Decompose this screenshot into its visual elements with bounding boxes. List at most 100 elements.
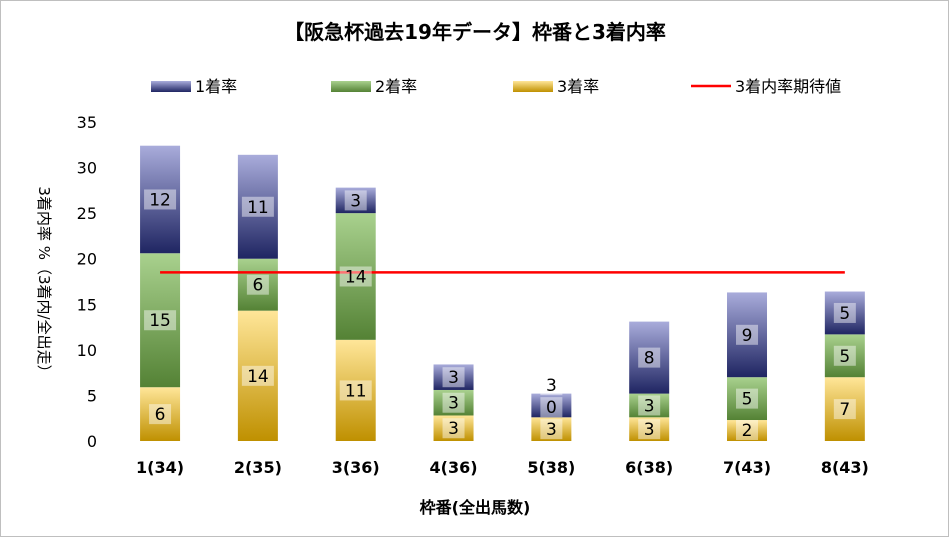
x-axis-label: 枠番(全出馬数) bbox=[420, 498, 531, 517]
data-label-box bbox=[638, 419, 661, 440]
bar-segment bbox=[335, 213, 376, 340]
legend-label: 2着率 bbox=[375, 77, 417, 96]
bar-segment bbox=[727, 420, 768, 441]
x-axis: 1(34) 2(35) 3(36) 4(36) 5(38) 6(38) 7(43) 8(43) bbox=[136, 458, 869, 477]
data-label-box bbox=[736, 420, 759, 440]
data-label: 14 bbox=[345, 267, 367, 287]
y-tick-label: 35 bbox=[77, 113, 97, 132]
data-label-box bbox=[833, 345, 856, 366]
data-label-box bbox=[241, 365, 274, 386]
y-tick-label: 25 bbox=[77, 204, 97, 223]
bar-segment bbox=[140, 387, 181, 441]
data-label: 3 bbox=[448, 419, 459, 439]
data-label-box bbox=[736, 324, 759, 345]
chart-title: 【阪急杯過去19年データ】枠番と3着内率 bbox=[284, 20, 666, 44]
x-tick-label: 6(38) bbox=[625, 458, 673, 477]
bar-segment bbox=[727, 377, 768, 421]
x-tick-label: 8(43) bbox=[821, 458, 869, 477]
bar-segment bbox=[824, 377, 865, 441]
data-label: 3 bbox=[448, 368, 459, 388]
bar-segment bbox=[433, 415, 474, 441]
x-tick-label: 5(38) bbox=[527, 458, 575, 477]
data-label-box bbox=[833, 302, 856, 323]
data-label-box bbox=[246, 274, 269, 295]
y-axis-label: 3着内率 %（3着内/全出走） bbox=[35, 186, 53, 379]
legend-label: 3着率 bbox=[557, 77, 599, 96]
data-label: 2 bbox=[742, 421, 753, 441]
data-label: 3 bbox=[644, 420, 655, 440]
data-label-box bbox=[442, 392, 465, 413]
data-label: 11 bbox=[345, 381, 367, 401]
data-label: 5 bbox=[742, 390, 753, 410]
data-label-box bbox=[241, 196, 274, 217]
data-label-box bbox=[540, 397, 563, 418]
bar-segment bbox=[531, 417, 572, 441]
data-label-box bbox=[144, 310, 177, 331]
data-label-box bbox=[833, 399, 856, 420]
data-label: 3 bbox=[546, 420, 557, 440]
legend-swatch bbox=[151, 81, 191, 92]
data-label-box bbox=[442, 418, 465, 439]
bar-segment bbox=[237, 154, 278, 259]
x-tick-label: 4(36) bbox=[430, 458, 478, 477]
data-label: 5 bbox=[839, 304, 850, 324]
bar-segment bbox=[824, 334, 865, 378]
bar-segment bbox=[727, 292, 768, 378]
data-label-box bbox=[339, 266, 372, 287]
bars bbox=[140, 145, 865, 441]
bar-segment bbox=[629, 417, 670, 441]
bar-segment bbox=[629, 393, 670, 418]
data-label: 0 bbox=[546, 398, 557, 418]
data-label: 11 bbox=[247, 198, 269, 218]
legend-swatch bbox=[331, 81, 371, 92]
data-label-box bbox=[736, 388, 759, 409]
bar-segment bbox=[531, 393, 572, 418]
bar-segment bbox=[824, 291, 865, 335]
y-tick-label: 10 bbox=[77, 341, 97, 360]
y-tick-label: 15 bbox=[77, 295, 97, 314]
bar-segment bbox=[433, 389, 474, 416]
data-label: 6 bbox=[155, 405, 166, 425]
bar-segment bbox=[335, 187, 376, 214]
data-label-box bbox=[540, 419, 563, 440]
bar-segment bbox=[335, 339, 376, 441]
data-label: 3 bbox=[350, 191, 361, 211]
data-label: 3 bbox=[644, 396, 655, 416]
legend-label: 3着内率期待値 bbox=[735, 77, 841, 96]
legend-label: 1着率 bbox=[195, 77, 237, 96]
data-label: 3 bbox=[448, 394, 459, 414]
data-label: 3 bbox=[546, 376, 557, 396]
data-label: 5 bbox=[839, 347, 850, 367]
data-label-box bbox=[638, 395, 661, 416]
data-label: 14 bbox=[247, 367, 269, 387]
bar-segment bbox=[237, 310, 278, 441]
legend: 1着率 2着率 3着率 3着内率期待値 bbox=[151, 77, 841, 96]
data-label: 9 bbox=[742, 326, 753, 346]
data-label: 12 bbox=[149, 190, 171, 210]
data-label: 7 bbox=[839, 400, 850, 420]
data-label-box bbox=[344, 190, 367, 211]
legend-swatch bbox=[513, 81, 553, 92]
y-tick-label: 30 bbox=[77, 159, 97, 178]
data-label-box bbox=[144, 189, 177, 210]
data-label-box bbox=[540, 375, 563, 396]
x-tick-label: 1(34) bbox=[136, 458, 184, 477]
bar-segment bbox=[433, 364, 474, 390]
bar-segment bbox=[629, 321, 670, 394]
data-label-box bbox=[149, 404, 172, 425]
data-label-box bbox=[638, 347, 661, 368]
bar-segment bbox=[140, 145, 181, 254]
x-tick-label: 3(36) bbox=[332, 458, 380, 477]
data-label-box bbox=[442, 367, 465, 388]
data-label-box bbox=[339, 380, 372, 401]
y-tick-label: 5 bbox=[87, 386, 97, 405]
bar-segment bbox=[140, 253, 181, 388]
data-label: 15 bbox=[149, 311, 171, 331]
data-label: 6 bbox=[252, 276, 263, 296]
y-tick-label: 20 bbox=[77, 250, 97, 269]
bar-segment bbox=[237, 258, 278, 311]
x-tick-label: 7(43) bbox=[723, 458, 771, 477]
x-tick-label: 2(35) bbox=[234, 458, 282, 477]
